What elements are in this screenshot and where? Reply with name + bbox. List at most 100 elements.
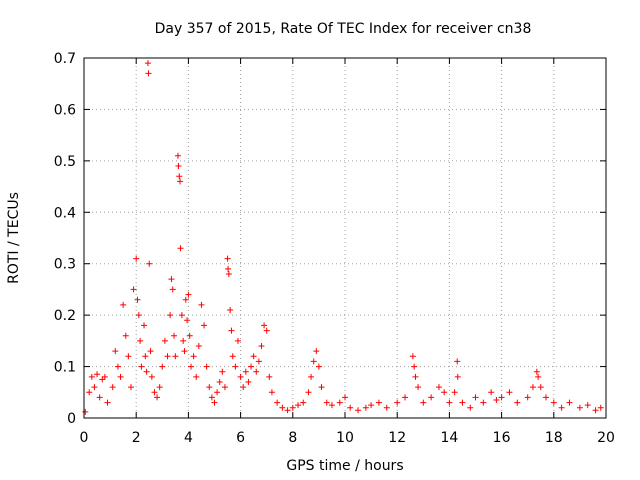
data-point [394, 399, 401, 406]
data-point [274, 399, 281, 406]
data-point [592, 407, 599, 414]
data-point [161, 337, 168, 344]
data-point [261, 322, 268, 329]
data-point [177, 245, 184, 252]
data-point [237, 373, 244, 380]
data-point [138, 363, 145, 370]
data-point [178, 312, 185, 319]
data-point [146, 260, 153, 267]
x-tick-label: 6 [236, 430, 245, 446]
data-point [411, 363, 418, 370]
data-point [169, 286, 176, 293]
data-point [435, 384, 442, 391]
data-point [151, 389, 158, 396]
data-point [228, 327, 235, 334]
data-point [109, 384, 116, 391]
data-point [171, 332, 178, 339]
data-point [180, 337, 187, 344]
data-point [122, 332, 129, 339]
data-point [147, 348, 154, 355]
x-tick-label: 10 [336, 430, 354, 446]
data-point [174, 152, 181, 159]
data-point [266, 373, 273, 380]
data-point [91, 384, 98, 391]
data-point [143, 368, 150, 375]
data-point [529, 384, 536, 391]
data-point [313, 348, 320, 355]
data-point [227, 307, 234, 313]
x-tick-label: 2 [132, 430, 141, 446]
data-point [225, 265, 232, 272]
y-tick-label: 0.5 [54, 154, 76, 170]
data-point [597, 404, 604, 411]
data-point [383, 404, 390, 411]
x-tick-label: 0 [80, 430, 89, 446]
data-point [412, 373, 419, 380]
data-point [308, 373, 315, 380]
data-point [242, 368, 249, 375]
data-point [533, 368, 540, 375]
data-point [154, 394, 161, 401]
data-point [182, 296, 189, 303]
data-point [229, 353, 236, 360]
data-point [305, 389, 312, 396]
data-point [289, 404, 296, 411]
y-tick-label: 0.6 [54, 102, 76, 118]
data-point [250, 353, 257, 360]
data-point [144, 60, 151, 67]
y-tick-label: 0 [67, 411, 76, 427]
data-point [190, 353, 197, 360]
x-tick-label: 16 [493, 430, 511, 446]
data-point [347, 404, 354, 411]
data-point [258, 343, 265, 349]
data-point [198, 301, 205, 308]
data-point [472, 394, 479, 401]
data-point [99, 376, 106, 383]
data-point [420, 399, 427, 406]
y-tick-label: 0.4 [54, 205, 76, 221]
data-point [193, 373, 200, 380]
data-point [355, 407, 362, 414]
data-point [362, 404, 369, 411]
data-point [454, 358, 461, 365]
x-tick-label: 4 [184, 430, 193, 446]
data-point [558, 404, 565, 411]
data-point [248, 363, 255, 370]
data-point [94, 371, 101, 378]
x-tick-label: 12 [388, 430, 406, 446]
data-point [318, 384, 325, 391]
data-point [133, 255, 140, 262]
chart-title: Day 357 of 2015, Rate Of TEC Index for r… [155, 21, 532, 37]
data-point [537, 384, 544, 391]
data-point [216, 379, 223, 385]
data-point [542, 394, 549, 401]
data-point [268, 389, 275, 396]
data-point [188, 363, 195, 370]
data-point [467, 404, 474, 411]
data-point [245, 379, 252, 385]
x-tick-label: 14 [440, 430, 458, 446]
data-point [219, 368, 226, 375]
y-tick-label: 0.2 [54, 308, 76, 324]
data-point [415, 384, 422, 391]
data-point [255, 358, 262, 365]
data-point [141, 322, 148, 329]
data-point [279, 404, 286, 411]
data-point [125, 353, 132, 360]
data-point [130, 286, 137, 293]
data-point [156, 384, 163, 391]
data-point [167, 312, 174, 319]
data-point [342, 394, 348, 401]
data-point [498, 394, 505, 401]
data-point [576, 404, 583, 411]
data-point [86, 389, 93, 396]
data-point [135, 312, 142, 319]
data-point [82, 408, 89, 415]
data-point [295, 402, 302, 409]
grid [84, 58, 606, 418]
data-point [142, 353, 149, 360]
data-point [195, 343, 202, 349]
data-point [488, 389, 495, 396]
data-point [203, 363, 210, 370]
